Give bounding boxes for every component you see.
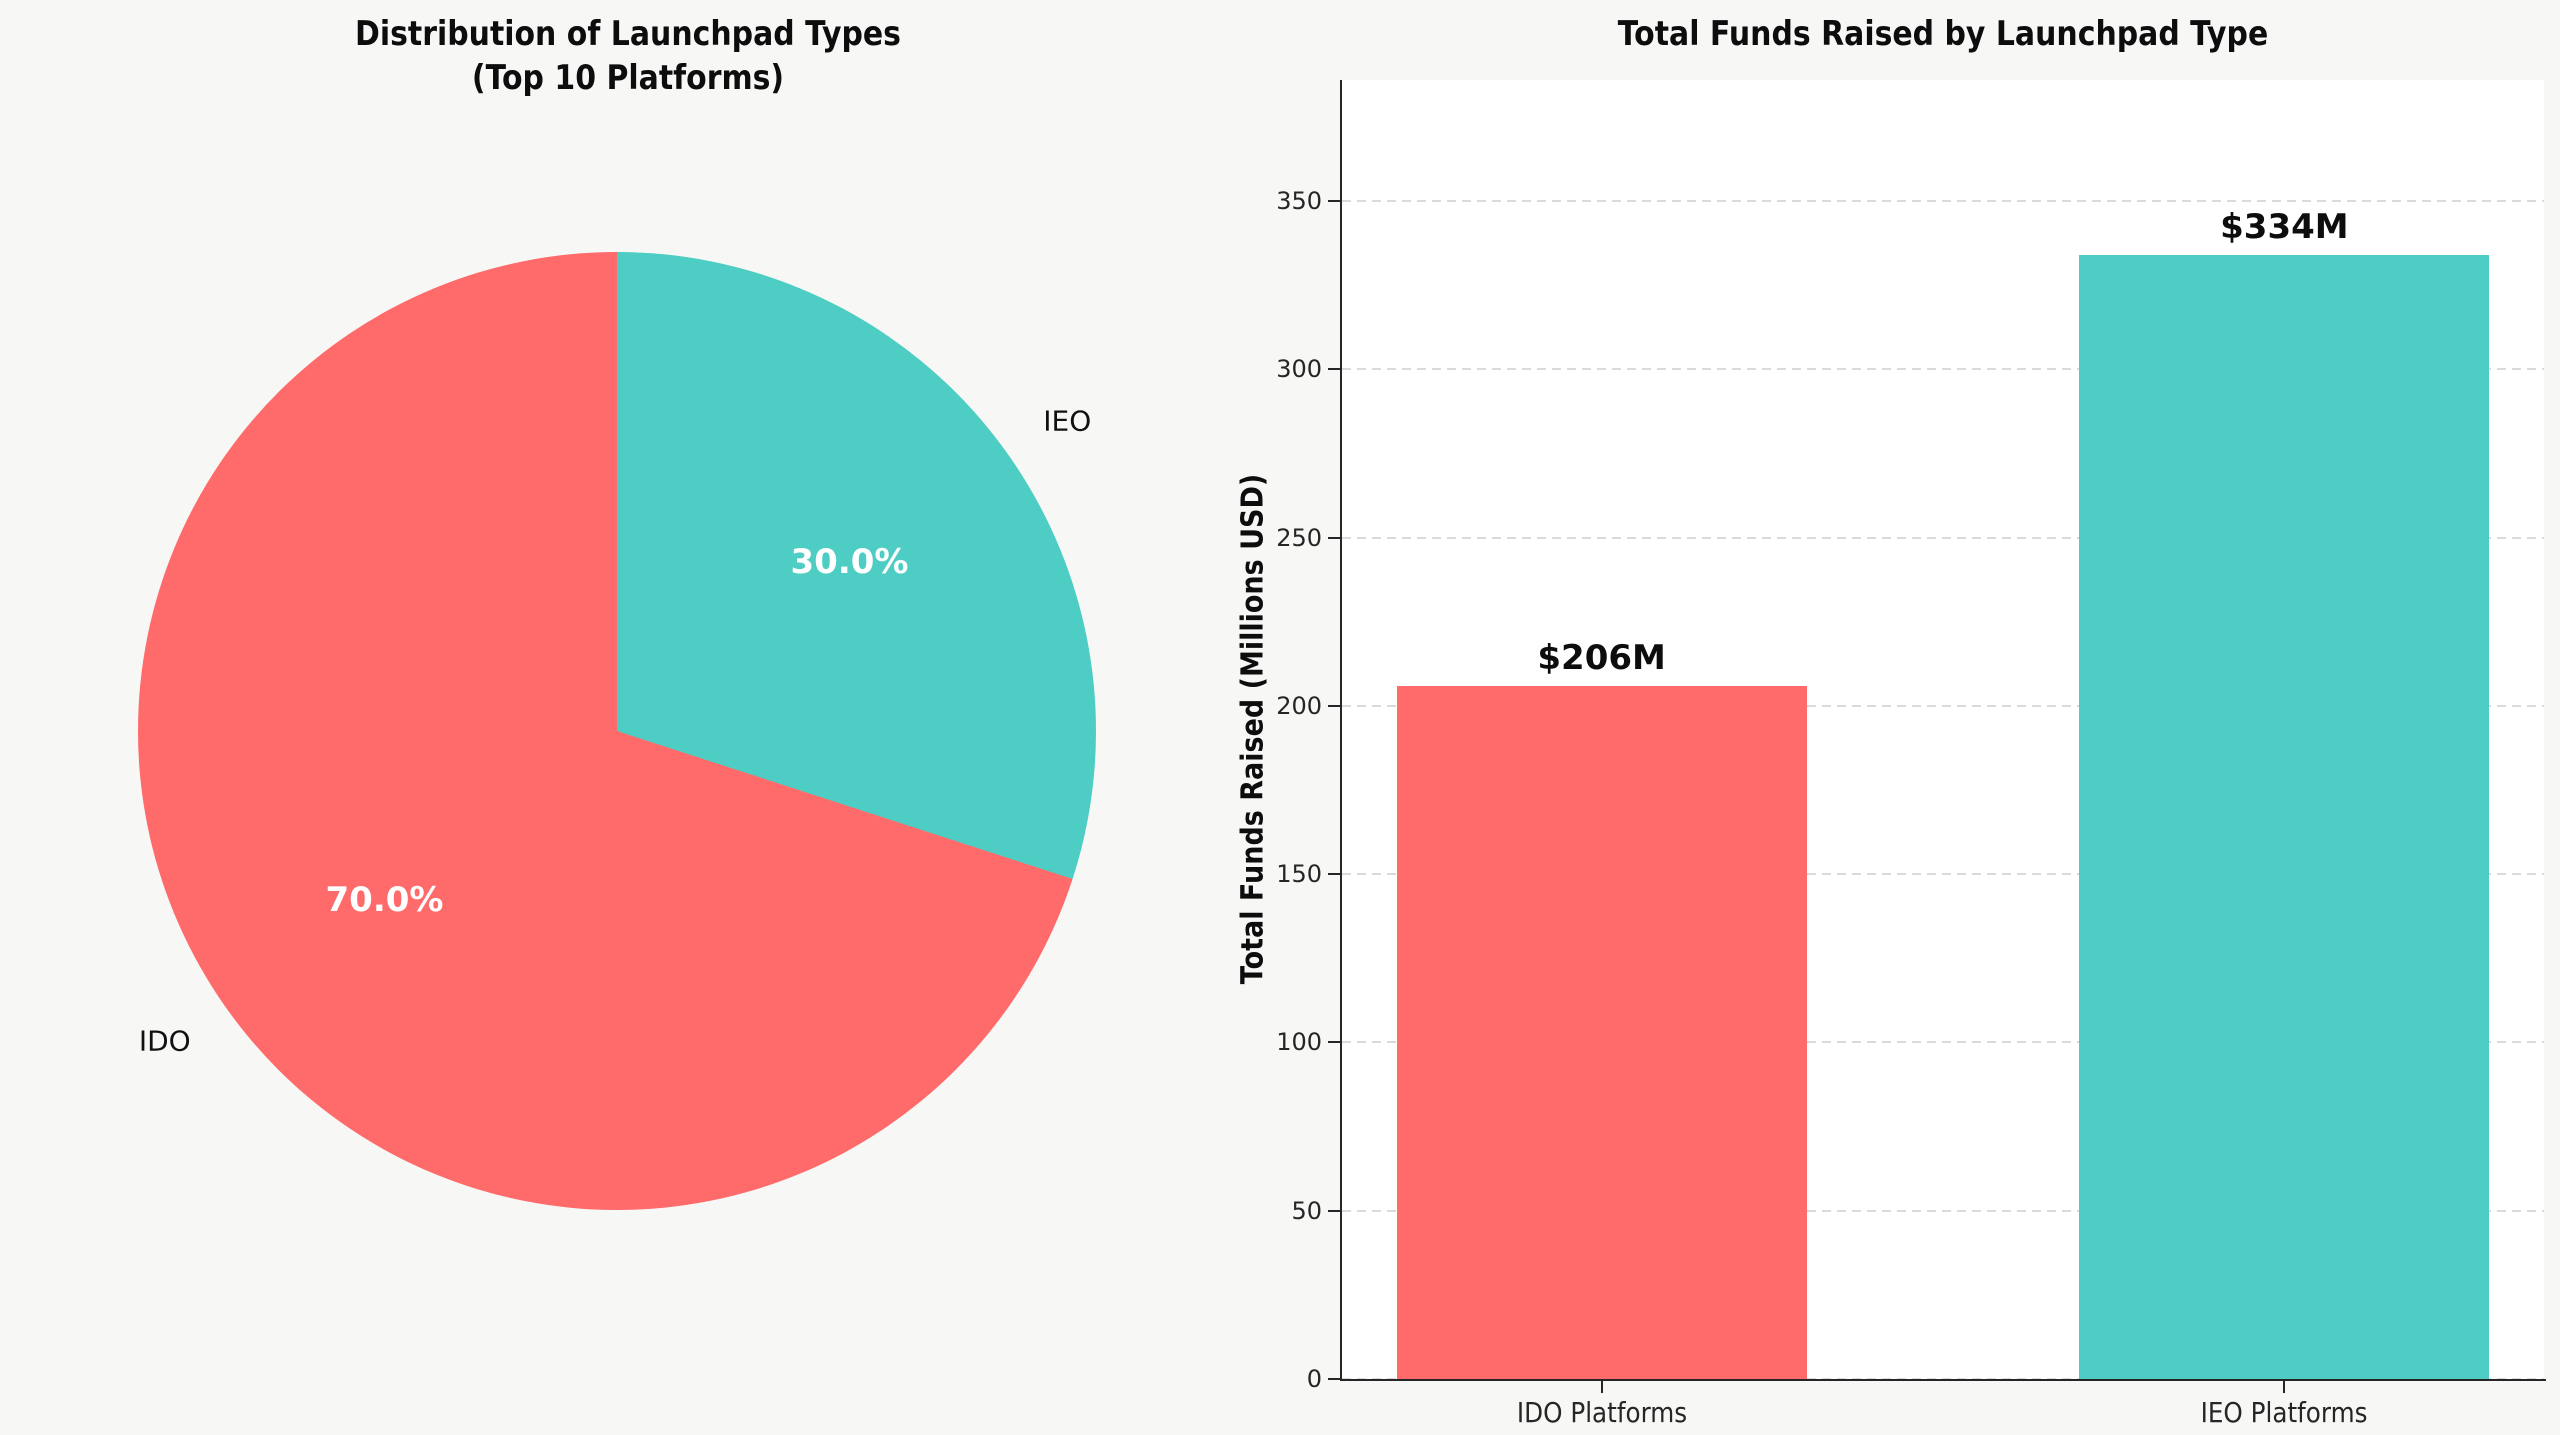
bar-chart-title: Total Funds Raised by Launchpad Type <box>1617 14 2269 54</box>
pie-chart-title-line2: (Top 10 Platforms) <box>471 58 785 98</box>
bar-value-label: $206M <box>1537 637 1666 678</box>
y-gridline <box>1342 368 2544 371</box>
y-tick-label: 250 <box>1276 523 1322 552</box>
y-gridline <box>1342 873 2544 876</box>
y-gridline <box>1342 200 2544 203</box>
y-tick-mark <box>1328 1378 1342 1380</box>
y-tick-mark <box>1328 368 1342 371</box>
pie-slice-percent-label: 70.0% <box>325 879 444 920</box>
pie-slice-percent-label: 30.0% <box>790 542 909 583</box>
bar-value-label: $334M <box>2220 206 2349 247</box>
x-tick-label: IEO Platforms <box>2200 1396 2368 1429</box>
pie-chart-title: Distribution of Launchpad Types (Top 10 … <box>355 12 901 100</box>
y-tick-mark <box>1328 873 1342 876</box>
pie-chart-title-line1: Distribution of Launchpad Types <box>355 14 901 54</box>
y-tick-label: 0 <box>1306 1365 1322 1393</box>
y-tick-label: 350 <box>1276 187 1322 216</box>
y-tick-label: 100 <box>1276 1028 1322 1057</box>
y-tick-label: 200 <box>1276 691 1322 720</box>
y-tick-mark <box>1328 200 1342 203</box>
y-tick-label: 300 <box>1276 355 1322 384</box>
y-tick-mark <box>1328 704 1342 707</box>
bar-ido-platforms <box>1396 685 1807 1379</box>
y-axis-spine <box>1340 80 1342 1381</box>
x-tick-mark <box>2283 1381 2286 1393</box>
y-axis-label: Total Funds Raised (Millions USD) <box>1235 473 1271 985</box>
y-gridline <box>1342 1209 2544 1212</box>
x-tick-label: IDO Platforms <box>1516 1396 1687 1429</box>
x-axis-spine <box>1340 1379 2546 1381</box>
y-gridline <box>1342 536 2544 539</box>
x-tick-mark <box>1600 1381 1603 1393</box>
pie-slice-category-label: IDO <box>138 1024 191 1058</box>
y-tick-label: 50 <box>1291 1196 1322 1225</box>
pie-slice-category-label: IEO <box>1043 404 1092 438</box>
y-tick-mark <box>1328 536 1342 539</box>
y-tick-mark <box>1328 1041 1342 1044</box>
bar-ieo-platforms <box>2079 254 2490 1379</box>
pie-chart <box>138 252 1096 1210</box>
y-gridline <box>1342 704 2544 707</box>
y-gridline <box>1342 1041 2544 1044</box>
y-tick-label: 150 <box>1276 860 1322 889</box>
y-tick-mark <box>1328 1209 1342 1212</box>
